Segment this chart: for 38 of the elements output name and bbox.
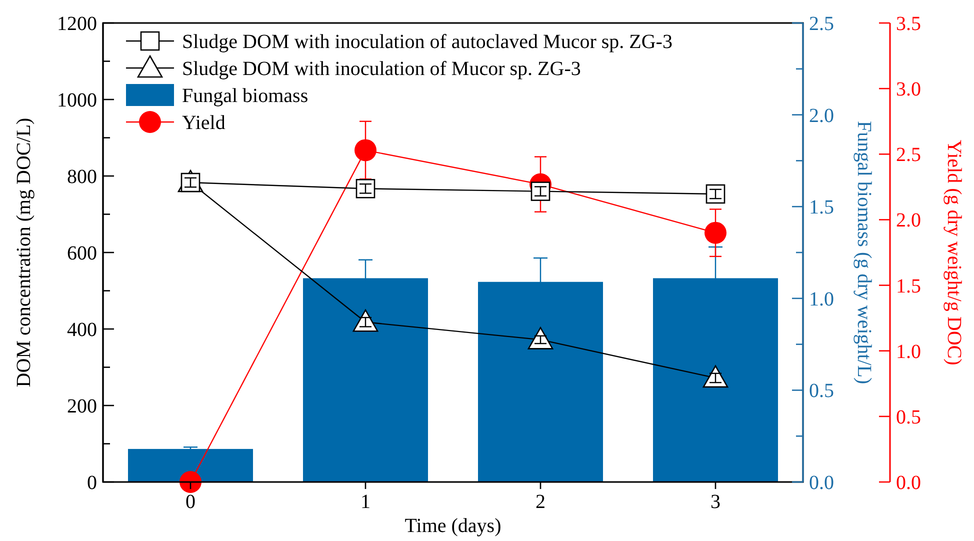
y-tick-label: 800 (67, 166, 97, 188)
point (354, 139, 376, 162)
x-tick-label: 1 (360, 491, 370, 513)
point (702, 365, 728, 388)
point (704, 222, 726, 244)
bar (128, 448, 253, 482)
x-tick-label: 2 (536, 491, 546, 513)
y-tick-label: 1000 (57, 90, 97, 112)
y3-tick-label: 0.0 (896, 472, 921, 494)
y2-tick-label: 1.5 (809, 196, 834, 219)
y2-axis-title: Fungal biomass (g dry weight/L) (853, 120, 875, 384)
y2-tick-label: 0.5 (809, 380, 834, 402)
y-tick-label: 200 (67, 396, 97, 418)
x-tick-label: 3 (710, 491, 720, 513)
y2-tick-label: 0.0 (809, 472, 834, 494)
legend-label: Sludge DOM with inoculation of Mucor sp. ZG-3 (182, 58, 581, 80)
y3-tick-label: 1.0 (896, 340, 921, 363)
y2-tick-label: 2.0 (809, 104, 834, 127)
y2-tick-label: 1.0 (809, 288, 834, 310)
legend-label: Sludge DOM with inoculation of autoclaved Mucor sp. ZG-3 (182, 31, 672, 53)
y3-tick-label: 0.5 (896, 406, 921, 428)
y3-tick-label: 2.0 (896, 210, 921, 232)
y-axis-title: DOM concentration (mg DOC/L) (13, 118, 35, 388)
y3-tick-label: 3.0 (896, 78, 921, 101)
point (180, 471, 202, 493)
x-axis-title: Time (days) (404, 515, 502, 537)
y2-tick-label: 2.5 (809, 13, 834, 35)
x-tick-label: 0 (186, 491, 196, 513)
legend-label: Fungal biomass (182, 85, 308, 107)
y-tick-label: 0 (87, 472, 97, 494)
y3-tick-label: 2.5 (896, 144, 921, 166)
y-tick-label: 600 (67, 242, 97, 264)
y3-tick-label: 1.5 (896, 275, 921, 298)
y3-axis-title: Yield (g dry weight/g DOC) (943, 140, 965, 366)
y-tick-label: 400 (67, 319, 97, 341)
y-tick-label: 1200 (57, 13, 97, 35)
legend-label: Yield (182, 112, 226, 134)
y3-tick-label: 3.5 (896, 13, 921, 35)
